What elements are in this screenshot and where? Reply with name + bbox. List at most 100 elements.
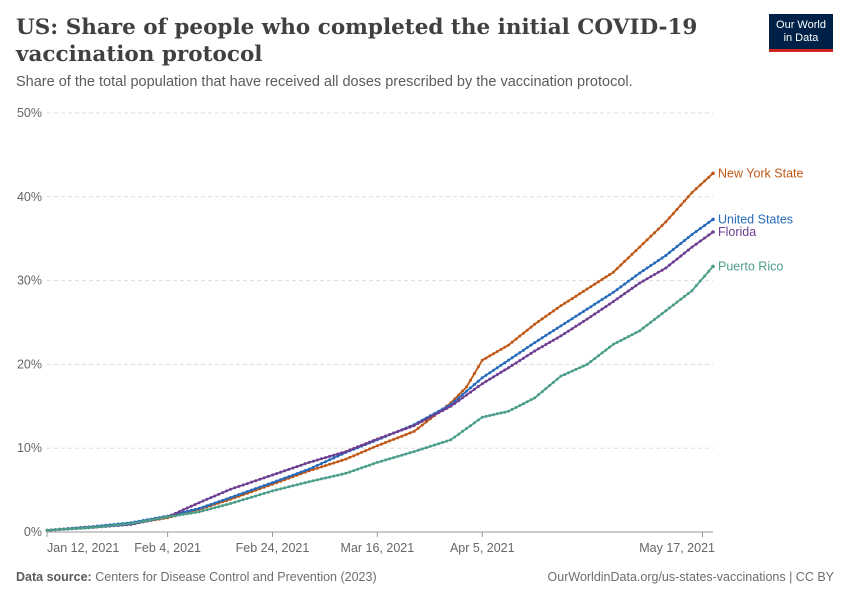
data-point — [336, 452, 340, 456]
data-point — [707, 175, 711, 179]
data-point — [529, 343, 533, 347]
data-point — [95, 525, 99, 529]
data-point — [307, 480, 311, 484]
data-point — [600, 298, 604, 301]
data-point — [453, 435, 457, 439]
source-url[interactable]: OurWorldinData.org/us-states-vaccination… — [547, 570, 834, 584]
y-tick-label: 30% — [17, 274, 42, 288]
data-point — [400, 434, 404, 438]
data-point — [70, 527, 74, 531]
data-point — [201, 499, 205, 503]
data-point — [578, 322, 582, 326]
data-point — [615, 340, 619, 344]
data-point — [518, 351, 522, 355]
data-point — [49, 528, 53, 532]
logo-line-2: in Data — [783, 31, 819, 44]
data-point — [315, 458, 319, 462]
data-point — [664, 266, 668, 270]
data-point — [492, 352, 495, 356]
data-point — [548, 331, 552, 335]
y-tick-label: 10% — [17, 441, 42, 455]
data-point — [495, 366, 499, 370]
series-florida[interactable] — [45, 230, 715, 532]
series-line-puerto-rico[interactable] — [46, 265, 714, 532]
data-point — [137, 520, 141, 524]
data-point — [533, 349, 537, 353]
series-line-florida[interactable] — [46, 231, 714, 532]
data-point — [352, 469, 356, 473]
data-point — [540, 317, 544, 321]
data-point — [433, 443, 436, 447]
data-point — [287, 467, 291, 471]
data-point — [611, 342, 615, 346]
data-point — [428, 444, 432, 448]
series-united-states[interactable] — [45, 217, 715, 532]
data-point — [559, 334, 563, 338]
data-point — [589, 305, 593, 309]
data-point — [566, 371, 570, 375]
data-point — [404, 452, 408, 456]
data-point — [303, 462, 307, 466]
data-point — [254, 479, 258, 483]
series-puerto-rico[interactable] — [45, 264, 715, 532]
data-point — [668, 251, 671, 254]
data-point — [570, 327, 574, 331]
data-point — [360, 466, 364, 470]
data-point — [707, 220, 711, 224]
data-point — [100, 525, 103, 529]
data-point — [570, 317, 574, 321]
series-line-united-states[interactable] — [46, 218, 714, 532]
data-point — [299, 463, 303, 467]
data-point — [258, 485, 262, 489]
data-point — [315, 478, 319, 482]
data-point — [225, 489, 229, 493]
series-new-york-state[interactable] — [45, 171, 715, 532]
data-point — [626, 335, 630, 339]
data-point — [529, 398, 533, 402]
data-point — [311, 468, 315, 471]
data-point — [686, 236, 690, 239]
data-point — [340, 472, 344, 476]
data-point — [229, 502, 232, 505]
data-point — [352, 446, 356, 450]
data-point — [578, 312, 582, 316]
data-point — [213, 506, 217, 510]
data-point — [499, 363, 503, 367]
data-point — [615, 297, 619, 301]
series-label-united-states: United States — [718, 212, 793, 226]
y-gridlines — [47, 112, 713, 533]
data-point — [445, 406, 449, 410]
data-point — [472, 383, 476, 386]
series-label-florida: Florida — [718, 225, 756, 239]
data-point — [364, 465, 368, 468]
data-point — [375, 437, 379, 441]
data-point — [492, 413, 495, 417]
data-point — [619, 263, 623, 267]
data-point — [510, 340, 514, 344]
data-point — [283, 486, 287, 490]
data-point — [241, 498, 245, 502]
data-point — [611, 290, 615, 294]
data-point — [525, 354, 529, 358]
data-point — [237, 499, 241, 503]
chart-subtitle: Share of the total population that have … — [16, 74, 633, 90]
data-point — [690, 191, 694, 195]
data-point — [566, 299, 570, 303]
data-point — [328, 475, 332, 479]
owid-logo[interactable]: Our World in Data — [769, 14, 833, 52]
data-point — [619, 339, 623, 342]
data-point — [656, 315, 660, 318]
data-point — [589, 360, 593, 363]
data-point — [623, 292, 627, 296]
data-point — [507, 343, 510, 347]
data-point — [291, 466, 295, 470]
data-point — [686, 195, 690, 199]
data-point — [250, 495, 253, 499]
x-tick-label: Mar 16, 2021 — [341, 541, 415, 555]
data-point — [703, 179, 707, 183]
data-point — [626, 279, 630, 283]
data-point — [170, 514, 173, 518]
data-point — [348, 470, 352, 474]
series-line-new-york-state[interactable] — [46, 172, 714, 532]
data-point — [91, 525, 95, 529]
